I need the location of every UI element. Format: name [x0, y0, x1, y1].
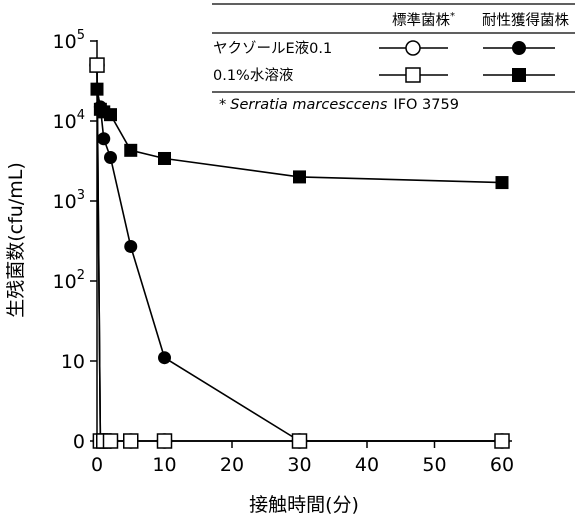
- x-tick-label: 20: [220, 454, 244, 476]
- data-point-square-filled: [104, 108, 117, 122]
- data-point-square-filled: [124, 143, 138, 157]
- legend-marker-square-open: [405, 67, 421, 83]
- x-tick-label: 40: [355, 454, 379, 476]
- y-tick-label: 102: [53, 268, 85, 293]
- x-tick-label: 60: [490, 454, 514, 476]
- data-point-square-open: [156, 433, 173, 449]
- series-line-circle-open: [96, 65, 502, 442]
- y-tick-label: 103: [53, 188, 85, 213]
- legend: 標準菌株* 耐性獲得菌株 ヤクゾールE液0.1 0.1%水溶液: [212, 3, 575, 93]
- series-lines: [96, 65, 503, 442]
- y-tick-label: 10: [61, 351, 85, 373]
- x-ticks: 0 10 20 30 40 50 60: [91, 441, 514, 476]
- series-line-circle-filled: [96, 89, 502, 442]
- y-ticks: 0 10 102 103 104 105: [53, 28, 97, 453]
- y-tick-label: 0: [73, 431, 85, 453]
- data-point-square-open: [89, 57, 105, 73]
- x-axis-title: 接触時間(分): [249, 494, 359, 516]
- y-axis-title: 生残菌数(cfu/mL): [5, 162, 27, 318]
- data-point-square-open: [494, 433, 510, 449]
- data-point-circle-filled: [124, 239, 138, 253]
- data-point-circle-filled: [104, 150, 117, 164]
- legend-marker-circle-filled: [512, 41, 526, 55]
- legend-row-label-1: 0.1%水溶液: [213, 67, 293, 84]
- y-tick-label: 104: [53, 108, 85, 133]
- series-line-square-open: [96, 65, 502, 442]
- data-point-square-filled: [158, 151, 171, 165]
- x-tick-label: 50: [422, 454, 446, 476]
- x-tick-label: 0: [91, 454, 103, 476]
- series-markers: [89, 57, 510, 449]
- data-point-square-open: [291, 433, 308, 449]
- x-tick-label: 30: [287, 454, 311, 476]
- data-point-square-open: [102, 433, 119, 449]
- data-point-circle-filled: [158, 351, 171, 365]
- data-point-square-filled: [495, 176, 509, 190]
- data-point-square-open: [123, 433, 139, 449]
- footnote: * Serratia marcesccens IFO 3759: [219, 97, 459, 113]
- data-point-square-filled: [293, 170, 306, 184]
- legend-row-label-0: ヤクゾールE液0.1: [213, 40, 332, 57]
- data-point-square-filled: [90, 82, 104, 96]
- legend-header-standard: 標準菌株*: [392, 11, 455, 29]
- legend-marker-circle-open: [405, 40, 421, 56]
- x-tick-label: 10: [152, 454, 176, 476]
- legend-header-resistant: 耐性獲得菌株: [482, 12, 569, 29]
- y-tick-label: 105: [53, 28, 85, 53]
- legend-marker-square-filled: [512, 68, 526, 82]
- data-point-circle-filled: [97, 132, 111, 146]
